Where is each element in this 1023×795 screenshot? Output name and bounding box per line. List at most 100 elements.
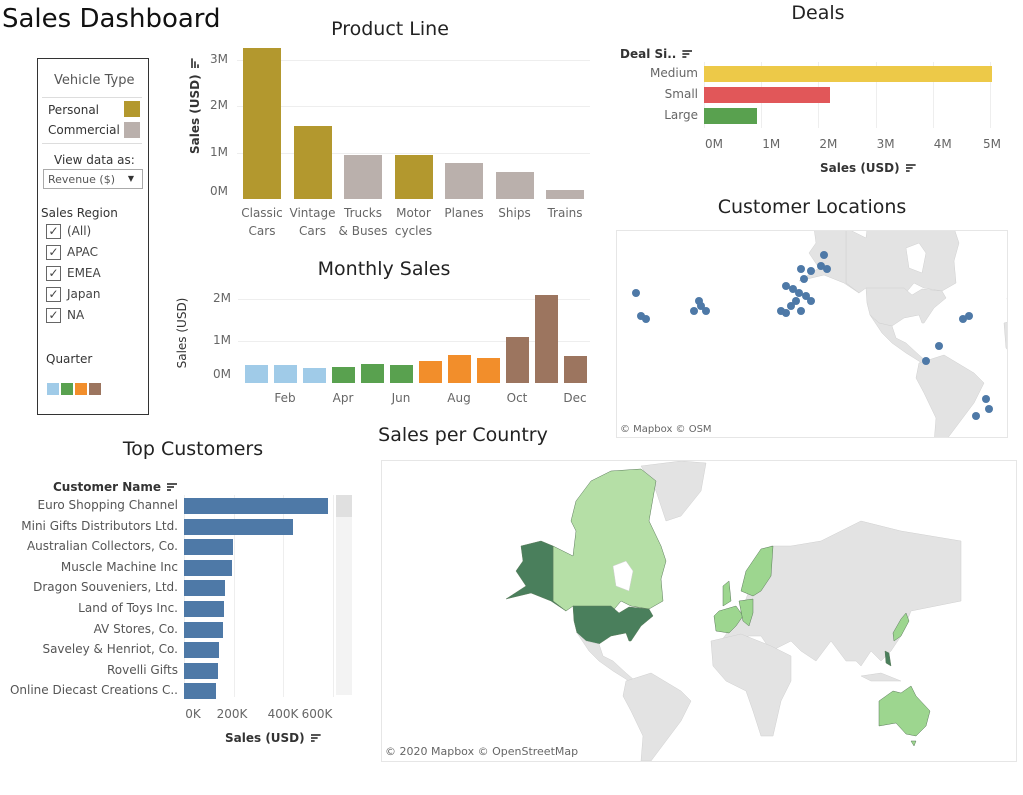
bar-trucks-buses[interactable] bbox=[344, 155, 382, 199]
bar-sep[interactable] bbox=[476, 357, 500, 383]
bar-aug[interactable] bbox=[447, 354, 471, 383]
customer-name-label[interactable]: Online Diecast Creations C.. bbox=[9, 683, 178, 697]
country-uk[interactable] bbox=[722, 580, 732, 607]
customer-locations-map[interactable]: © Mapbox © OSM bbox=[616, 230, 1008, 438]
country-canada[interactable] bbox=[552, 468, 667, 614]
customer-location-dot[interactable] bbox=[800, 275, 808, 283]
bar-may[interactable] bbox=[360, 364, 384, 383]
customer-name-label[interactable]: Euro Shopping Channel bbox=[37, 498, 178, 512]
customer-location-dot[interactable] bbox=[802, 292, 810, 300]
customer-location-dot[interactable] bbox=[702, 307, 710, 315]
customer-location-dot[interactable] bbox=[972, 412, 980, 420]
scrollbar-thumb[interactable] bbox=[336, 495, 352, 517]
customer-location-dot[interactable] bbox=[922, 357, 930, 365]
bar-dec[interactable] bbox=[563, 356, 587, 383]
customer-location-dot[interactable] bbox=[642, 315, 650, 323]
sales-per-country-map[interactable]: © 2020 Mapbox © OpenStreetMap bbox=[381, 460, 1017, 762]
quarter-swatch-3[interactable] bbox=[75, 383, 87, 395]
customer-location-dot[interactable] bbox=[777, 307, 785, 315]
customer-name-label[interactable]: Australian Collectors, Co. bbox=[26, 539, 178, 554]
customer-name-label[interactable]: Saveley & Henriot, Co. bbox=[42, 642, 178, 657]
bar-nov[interactable] bbox=[534, 294, 558, 383]
bar-deal-large[interactable] bbox=[704, 108, 757, 124]
region-checkbox-japan[interactable]: ✓ bbox=[46, 287, 61, 302]
region-label[interactable]: APAC bbox=[67, 245, 99, 259]
customer-location-dot[interactable] bbox=[789, 285, 797, 293]
region-label[interactable]: EMEA bbox=[67, 266, 101, 280]
bar-customer[interactable] bbox=[184, 621, 223, 638]
view-as-dropdown[interactable]: Revenue ($) ▼ bbox=[43, 169, 143, 189]
region-checkbox-all[interactable]: ✓ bbox=[46, 224, 61, 239]
deal-size-header[interactable]: Deal Si.. bbox=[620, 47, 693, 61]
bar-apr[interactable] bbox=[331, 367, 355, 383]
customer-location-dot[interactable] bbox=[959, 315, 967, 323]
customer-location-dot[interactable] bbox=[795, 289, 803, 297]
bar-deal-medium[interactable] bbox=[704, 66, 992, 82]
bar-feb[interactable] bbox=[273, 364, 297, 383]
customer-location-dot[interactable] bbox=[797, 265, 805, 273]
country-scandinavia[interactable] bbox=[740, 545, 774, 597]
country-france-spain[interactable] bbox=[713, 605, 744, 634]
bar-deal-small[interactable] bbox=[704, 87, 831, 103]
country-alaska[interactable] bbox=[505, 540, 567, 612]
customer-name-label[interactable]: Mini Gifts Distributors Ltd. bbox=[21, 518, 178, 533]
region-label[interactable]: NA bbox=[67, 308, 85, 322]
deal-size-label[interactable]: Large bbox=[664, 108, 698, 122]
customer-location-dot[interactable] bbox=[782, 282, 790, 290]
customer-location-dot[interactable] bbox=[823, 265, 831, 273]
sort-icon[interactable] bbox=[905, 164, 916, 172]
deal-size-label[interactable]: Medium bbox=[650, 66, 698, 80]
sort-icon[interactable] bbox=[191, 58, 199, 68]
bar-vintage-cars[interactable] bbox=[293, 125, 332, 199]
deals-x-axis-title[interactable]: Sales (USD) bbox=[820, 161, 916, 175]
bar-planes[interactable] bbox=[445, 162, 483, 199]
customer-name-label[interactable]: Rovelli Gifts bbox=[106, 662, 178, 677]
bar-customer[interactable] bbox=[184, 662, 218, 679]
country-japan[interactable] bbox=[892, 612, 910, 642]
quarter-swatch-4[interactable] bbox=[89, 383, 101, 395]
customer-location-dot[interactable] bbox=[807, 267, 815, 275]
bar-mar[interactable] bbox=[302, 367, 326, 383]
customer-name-label[interactable]: Muscle Machine Inc bbox=[60, 559, 178, 574]
customer-location-dot[interactable] bbox=[965, 312, 973, 320]
customer-name-label[interactable]: Dragon Souveniers, Ltd. bbox=[33, 580, 178, 595]
region-checkbox-na[interactable]: ✓ bbox=[46, 308, 61, 323]
customer-name-label[interactable]: AV Stores, Co. bbox=[93, 621, 178, 636]
bar-customer[interactable] bbox=[184, 580, 225, 597]
country-australia[interactable] bbox=[878, 685, 931, 737]
region-checkbox-apac[interactable]: ✓ bbox=[46, 245, 61, 260]
customer-location-dot[interactable] bbox=[807, 297, 815, 305]
customer-location-dot[interactable] bbox=[820, 251, 828, 259]
customer-name-label[interactable]: Land of Toys Inc. bbox=[78, 601, 178, 615]
customer-location-dot[interactable] bbox=[787, 302, 795, 310]
region-label[interactable]: (All) bbox=[67, 224, 92, 238]
bar-jun[interactable] bbox=[389, 364, 413, 383]
customer-location-dot[interactable] bbox=[817, 262, 825, 270]
bar-ships[interactable] bbox=[495, 172, 534, 199]
customer-location-dot[interactable] bbox=[982, 395, 990, 403]
customer-location-dot[interactable] bbox=[985, 405, 993, 413]
customer-location-dot[interactable] bbox=[797, 307, 805, 315]
country-tasmania[interactable] bbox=[910, 740, 917, 747]
country-central-europe[interactable] bbox=[738, 598, 754, 627]
map-attribution[interactable]: © Mapbox © OSM bbox=[620, 424, 712, 435]
region-label[interactable]: Japan bbox=[67, 287, 101, 301]
region-checkbox-emea[interactable]: ✓ bbox=[46, 266, 61, 281]
bar-motor-cycles[interactable] bbox=[394, 155, 433, 199]
legend-personal[interactable]: Personal bbox=[48, 103, 100, 117]
bar-jan[interactable] bbox=[244, 364, 268, 383]
quarter-swatch-1[interactable] bbox=[47, 383, 59, 395]
bar-customer[interactable] bbox=[184, 559, 232, 576]
customer-location-dot[interactable] bbox=[792, 297, 800, 305]
bar-customer[interactable] bbox=[184, 601, 224, 617]
country-hudson-bay[interactable] bbox=[612, 560, 634, 592]
deal-size-label[interactable]: Small bbox=[664, 87, 698, 101]
customer-location-dot[interactable] bbox=[690, 307, 698, 315]
scrollbar[interactable] bbox=[336, 495, 352, 695]
bar-oct[interactable] bbox=[505, 336, 529, 383]
bar-customer[interactable] bbox=[184, 539, 234, 556]
bar-classic-cars[interactable] bbox=[243, 48, 281, 199]
customer-location-dot[interactable] bbox=[632, 289, 640, 297]
sort-icon[interactable] bbox=[167, 483, 177, 491]
legend-commercial[interactable]: Commercial bbox=[48, 123, 120, 137]
